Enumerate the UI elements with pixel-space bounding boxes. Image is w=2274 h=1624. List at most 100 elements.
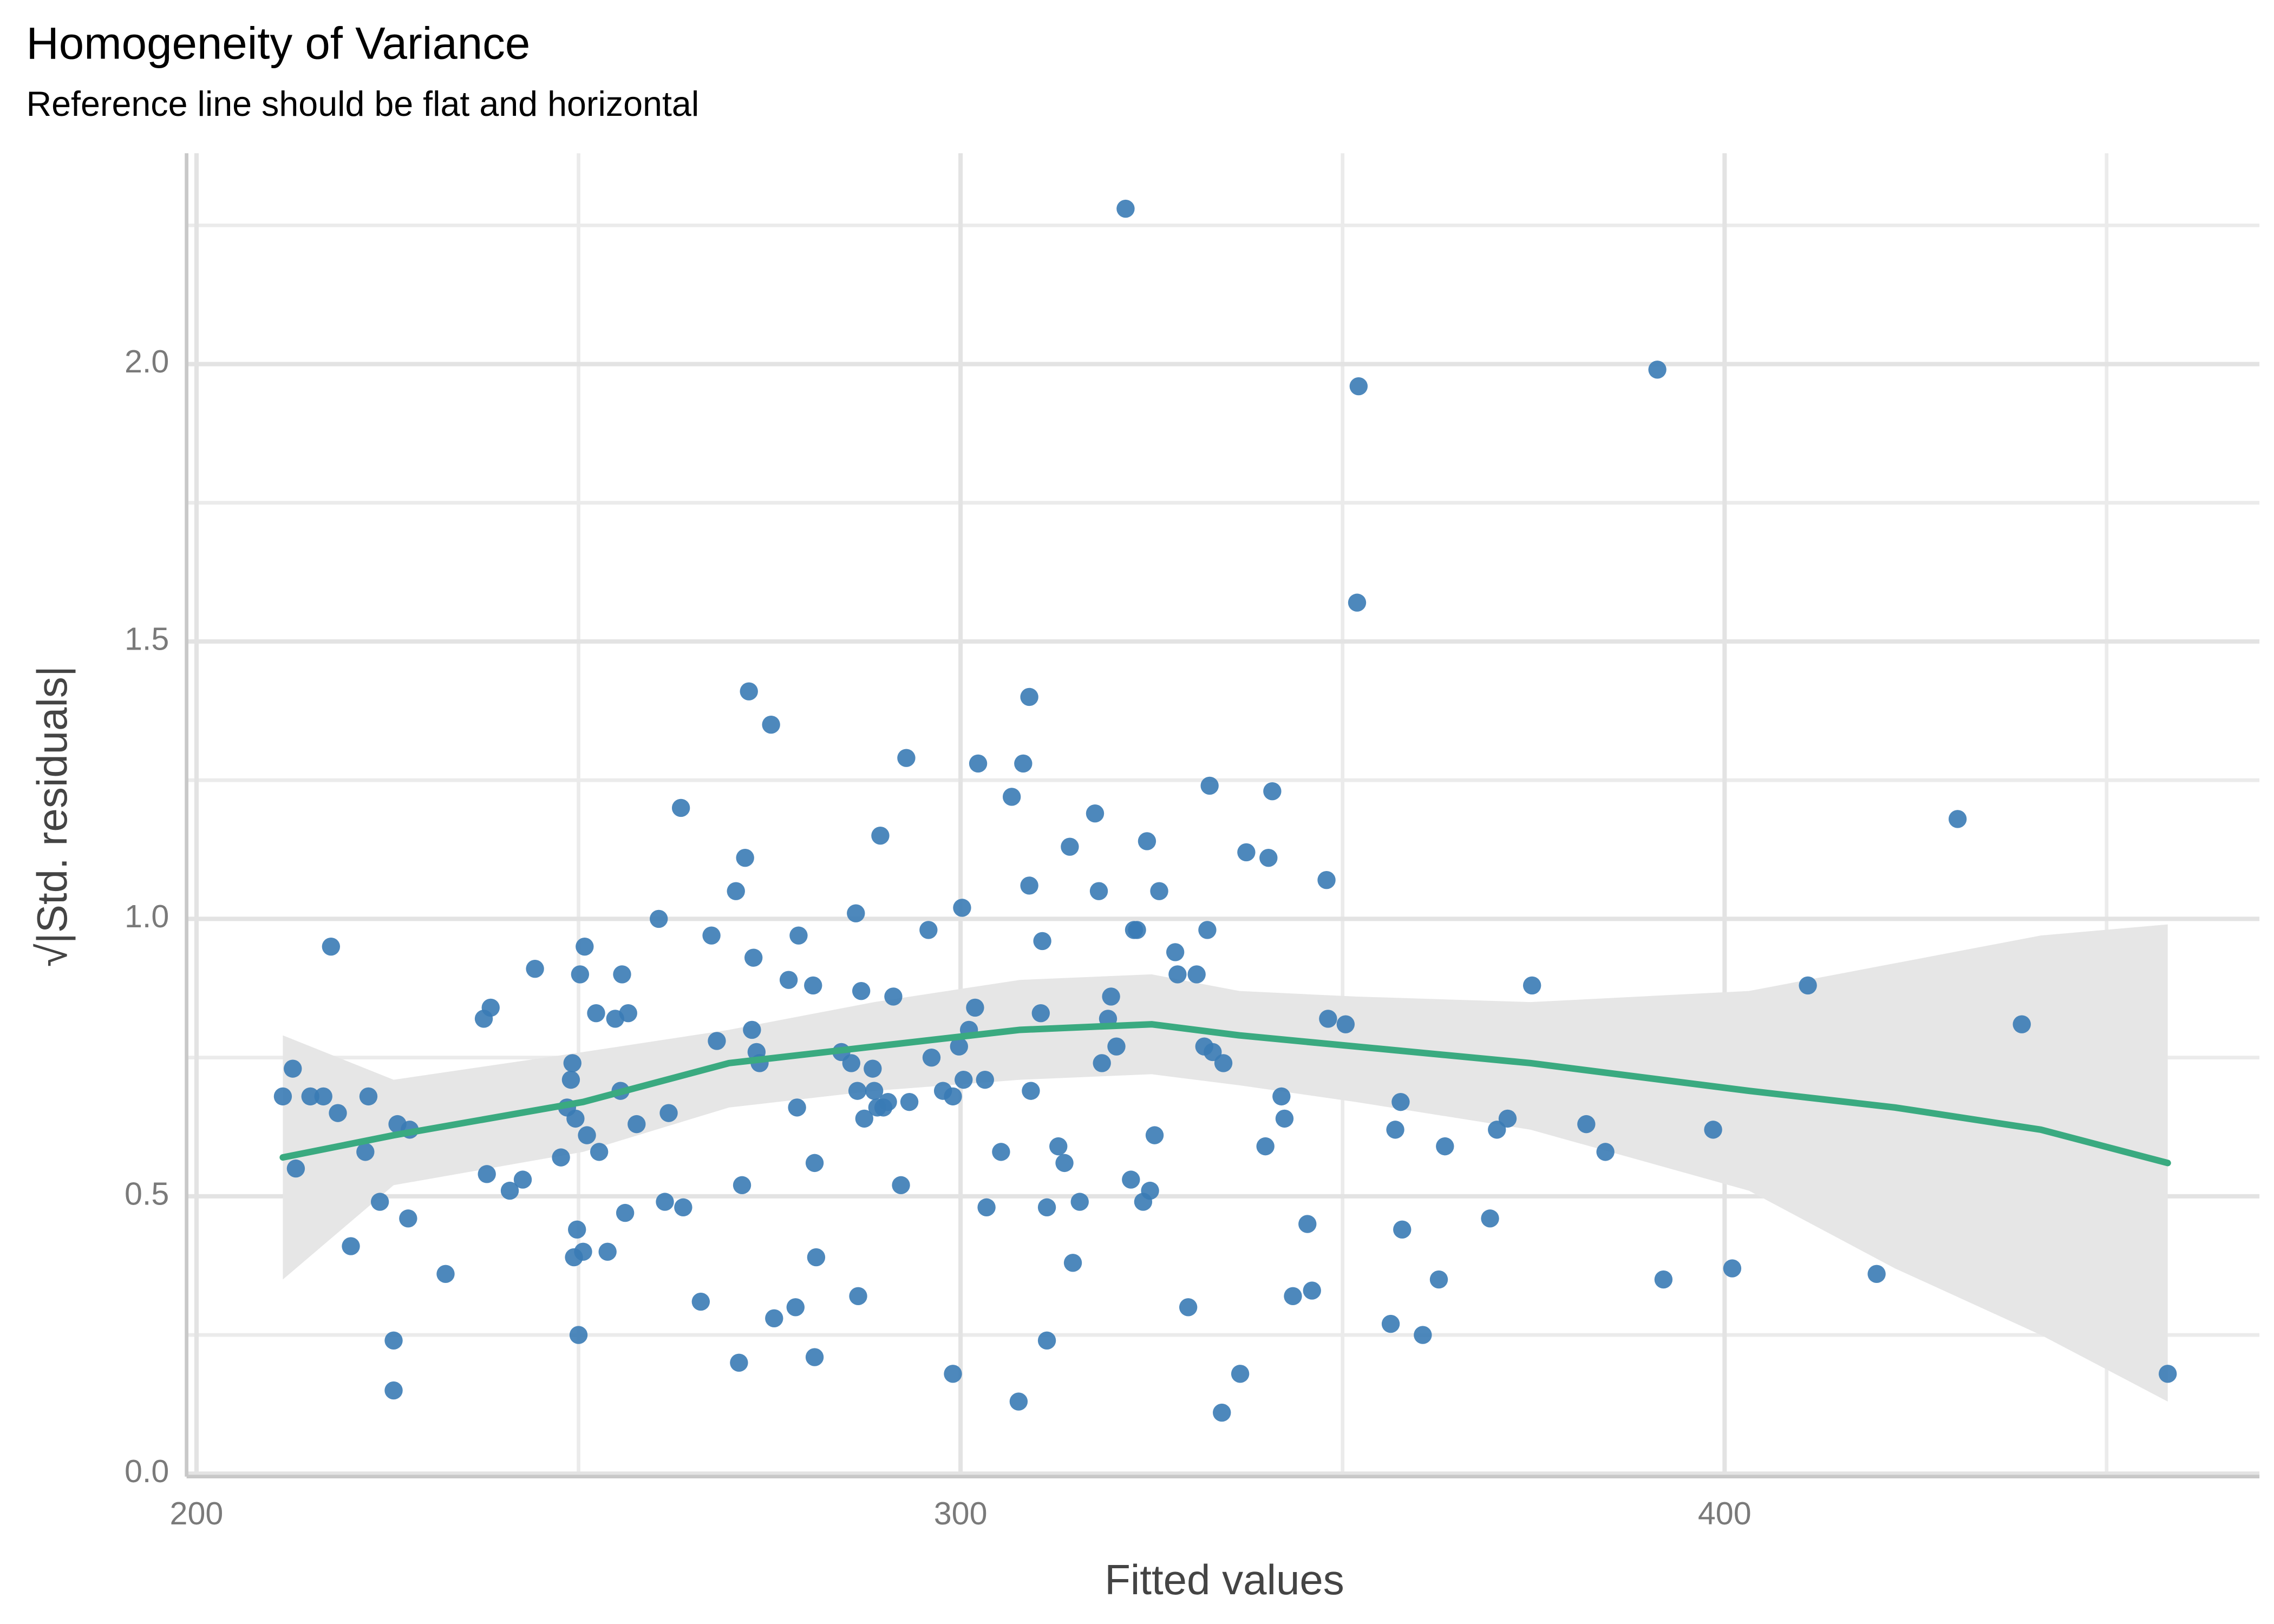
point xyxy=(659,1104,678,1122)
point xyxy=(1648,361,1667,379)
point xyxy=(1187,965,1206,984)
point xyxy=(571,965,590,984)
y-tick-label: 2.0 xyxy=(125,343,169,379)
y-tick-label: 1.0 xyxy=(125,898,169,934)
point xyxy=(566,1109,585,1128)
point xyxy=(301,1087,319,1106)
y-tick-label: 0.0 xyxy=(125,1453,169,1489)
point xyxy=(864,1059,882,1078)
point xyxy=(1381,1314,1400,1333)
point xyxy=(765,1309,783,1328)
point xyxy=(852,981,871,1000)
x-tick-label: 200 xyxy=(170,1495,224,1531)
point xyxy=(944,1087,962,1106)
point xyxy=(1298,1215,1317,1233)
point xyxy=(855,1109,874,1128)
point xyxy=(727,882,745,900)
point xyxy=(1596,1143,1615,1161)
point xyxy=(1577,1115,1596,1134)
point xyxy=(1179,1298,1198,1317)
point xyxy=(1138,832,1156,850)
point xyxy=(1391,1092,1410,1111)
point xyxy=(1086,804,1105,823)
point xyxy=(578,1126,596,1144)
point xyxy=(1414,1326,1432,1344)
point xyxy=(740,682,758,700)
y-tick-label: 0.5 xyxy=(125,1176,169,1212)
point xyxy=(568,1220,586,1239)
point xyxy=(1145,1126,1164,1144)
point xyxy=(513,1170,532,1189)
point xyxy=(1141,1181,1159,1200)
point xyxy=(977,1198,996,1217)
point xyxy=(1263,782,1282,801)
point xyxy=(329,1104,347,1122)
point xyxy=(1522,976,1541,995)
point xyxy=(370,1193,389,1211)
point xyxy=(969,754,988,773)
point xyxy=(900,1092,919,1111)
point xyxy=(1037,1198,1056,1217)
point xyxy=(1704,1121,1722,1139)
plot-area xyxy=(273,199,2177,1422)
point xyxy=(884,987,903,1006)
point xyxy=(1089,882,1108,900)
point xyxy=(976,1070,994,1089)
y-tick-label: 1.5 xyxy=(125,621,169,657)
point xyxy=(526,959,544,978)
point xyxy=(1037,1331,1056,1350)
point xyxy=(671,798,690,817)
point xyxy=(762,716,780,734)
point xyxy=(478,1165,496,1183)
point xyxy=(1654,1270,1673,1289)
point xyxy=(1275,1109,1294,1128)
point xyxy=(848,1082,867,1100)
point xyxy=(736,848,754,867)
point xyxy=(1055,1154,1074,1173)
point xyxy=(2012,1015,2031,1033)
point xyxy=(1002,788,1021,806)
point xyxy=(286,1159,305,1178)
point xyxy=(966,998,984,1017)
point xyxy=(1393,1220,1412,1239)
point xyxy=(1948,810,1967,828)
point xyxy=(1022,1082,1040,1100)
chart-subtitle: Reference line should be flat and horizo… xyxy=(26,84,699,123)
point xyxy=(284,1059,302,1078)
point xyxy=(1031,1004,1050,1023)
x-tick-label: 300 xyxy=(934,1495,988,1531)
point xyxy=(805,1348,824,1366)
point xyxy=(849,1287,867,1306)
point xyxy=(922,1048,941,1067)
point xyxy=(744,948,763,967)
point xyxy=(481,998,500,1017)
point xyxy=(805,1154,824,1173)
point xyxy=(944,1365,962,1383)
point xyxy=(1020,876,1038,895)
point xyxy=(1231,1365,1250,1383)
point xyxy=(628,1115,646,1134)
point xyxy=(273,1087,292,1106)
point xyxy=(1166,943,1185,961)
x-axis-title: Fitted values xyxy=(1105,1556,1344,1603)
point xyxy=(842,1054,861,1072)
point xyxy=(1102,987,1120,1006)
point xyxy=(500,1181,519,1200)
point xyxy=(613,965,631,984)
point xyxy=(1014,754,1033,773)
point xyxy=(1213,1403,1231,1422)
point xyxy=(436,1265,455,1284)
point xyxy=(619,1004,637,1023)
point xyxy=(1237,843,1256,862)
point xyxy=(1799,976,1817,995)
point xyxy=(1429,1270,1448,1289)
point xyxy=(1107,1037,1126,1056)
point xyxy=(1033,932,1051,951)
point xyxy=(561,1070,580,1089)
point xyxy=(384,1331,403,1350)
point xyxy=(1272,1087,1291,1106)
point xyxy=(356,1143,375,1161)
point xyxy=(879,1092,897,1111)
point xyxy=(587,1004,605,1023)
